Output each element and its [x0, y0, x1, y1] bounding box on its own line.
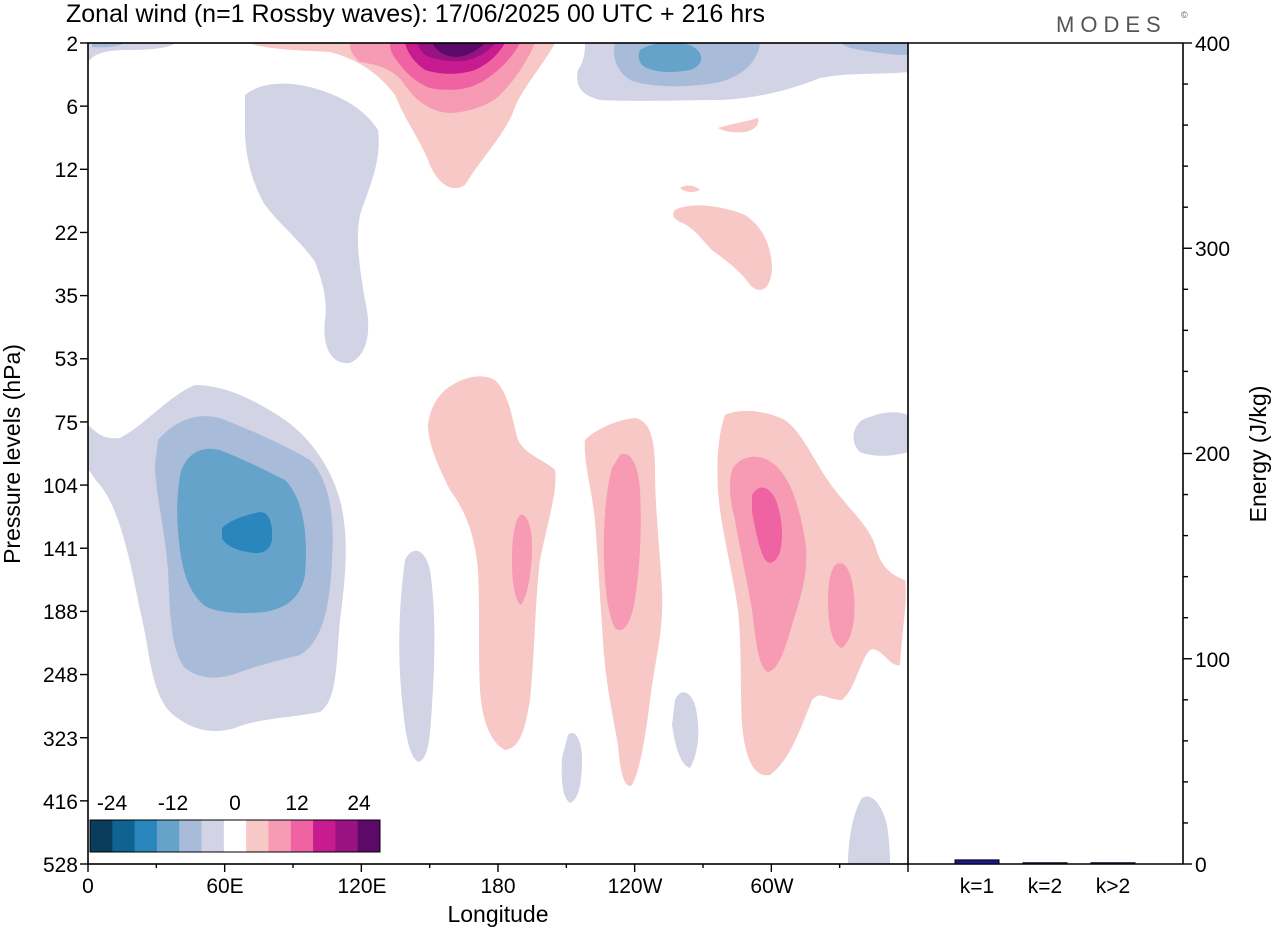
colorbar-frame [89, 819, 381, 853]
colorbar-swatch [335, 820, 359, 852]
energy-category-label: k=1 [960, 875, 994, 898]
x-tick-label: 60W [750, 875, 793, 898]
y-tick-label: 6 [66, 96, 78, 119]
energy-bar [954, 859, 1000, 865]
x-tick-label: 120E [337, 875, 386, 898]
contour-neg-low-1 [399, 550, 435, 762]
contour-pos-60w-b [828, 563, 855, 648]
contour-pos-top-30 [432, 43, 485, 57]
y-tick-label: 141 [43, 538, 78, 561]
contour-neg-low-4 [848, 796, 890, 864]
contour-neg-right-edge [853, 412, 908, 456]
colorbar-swatch [290, 820, 314, 852]
y-axis-title: Pressure levels (hPa) [0, 344, 25, 564]
energy-tick-marks [1183, 42, 1192, 865]
contour-neg-topleft-2 [92, 43, 125, 48]
energy-tick-label: 0 [1195, 854, 1207, 877]
contour-pos-60w-6 [729, 456, 807, 672]
colorbar-swatch [357, 820, 381, 852]
y-axis-left: 2 6 12 22 35 53 75 104 141 188 248 323 4… [0, 33, 88, 877]
colorbar-label: 12 [285, 792, 308, 815]
y-tick-label: 2 [66, 33, 78, 56]
colorbar-label: -12 [158, 792, 188, 815]
y-tick-label: 248 [43, 664, 78, 687]
x-tick-label: 120W [608, 875, 663, 898]
contour-pos-180-6 [512, 514, 532, 605]
energy-bar [1022, 862, 1068, 865]
energy-category-label: k>2 [1096, 875, 1130, 898]
x-tick-label: 60E [206, 875, 243, 898]
y-tick-marks [80, 42, 88, 865]
y-tick-label: 323 [43, 728, 78, 751]
chart-title: Zonal wind (n=1 Rossby waves): 17/06/202… [66, 0, 765, 28]
y-tick-label: 53 [55, 348, 78, 371]
colorbar-swatch [90, 820, 113, 852]
colorbar-swatch [156, 820, 180, 852]
contour-pos-small-3 [673, 205, 772, 290]
energy-tick-label: 200 [1195, 443, 1230, 466]
colorbar-swatch [223, 820, 247, 852]
y-tick-label: 416 [43, 791, 78, 814]
y-tick-label: 528 [43, 854, 78, 877]
colorbar-label: -24 [97, 792, 128, 815]
colorbar-swatch [268, 820, 292, 852]
y-tick-label: 12 [55, 159, 78, 182]
colorbar-swatch [112, 820, 136, 852]
contour-pos-small-2 [680, 185, 700, 193]
x-tick-label: 0 [82, 875, 94, 898]
y-tick-label: 35 [55, 285, 78, 308]
contour-neg-low-3 [672, 692, 699, 768]
contour-field: -24 -12 0 12 24 [87, 42, 909, 865]
colorbar: -24 -12 0 12 24 [88, 788, 383, 864]
y-tick-label: 104 [43, 475, 78, 498]
colorbar-label: 24 [347, 792, 371, 815]
contour-neg-topright-12 [638, 42, 702, 73]
energy-bar [1090, 862, 1136, 865]
modes-logo: MODES [1056, 12, 1167, 37]
y-tick-label: 22 [55, 222, 78, 245]
colorbar-swatch [246, 820, 269, 852]
colorbar-swatch [179, 820, 203, 852]
contour-pos-120w-6 [603, 453, 641, 631]
colorbar-swatch [201, 820, 225, 852]
x-axis: 0 60E 120E 180 120W 60W Longitude [82, 864, 909, 927]
energy-tick-label: 400 [1195, 33, 1230, 56]
x-axis-title: Longitude [447, 901, 548, 927]
logo-mark: © [1181, 10, 1188, 20]
colorbar-swatch [313, 820, 336, 852]
contour-neg-low-2 [561, 732, 582, 803]
colorbar-swatches [90, 820, 381, 852]
colorbar-swatch [134, 820, 158, 852]
energy-bars [954, 859, 1136, 865]
energy-tick-label: 100 [1195, 649, 1230, 672]
colorbar-label: 0 [229, 792, 241, 815]
y-tick-label: 188 [43, 601, 78, 624]
x-tick-marks [87, 864, 909, 872]
contour-neg-lowleft-18 [222, 512, 273, 554]
y-tick-label: 75 [55, 412, 78, 435]
contour-neg-topright-edge [840, 43, 908, 55]
energy-axis-title: Energy (J/kg) [1245, 386, 1271, 523]
contour-pos-small-1 [718, 118, 759, 133]
x-tick-label: 180 [480, 875, 515, 898]
energy-category-label: k=2 [1028, 875, 1062, 898]
energy-panel: 0 100 200 300 400 Energy (J/kg) k=1 k=2 … [908, 33, 1271, 898]
contour-pos-60w-12 [752, 487, 783, 563]
energy-tick-label: 300 [1195, 238, 1230, 261]
contour-pos-180-3 [428, 376, 556, 750]
contour-neg-topleft [88, 43, 175, 62]
contour-neg-upper-left [245, 83, 379, 364]
